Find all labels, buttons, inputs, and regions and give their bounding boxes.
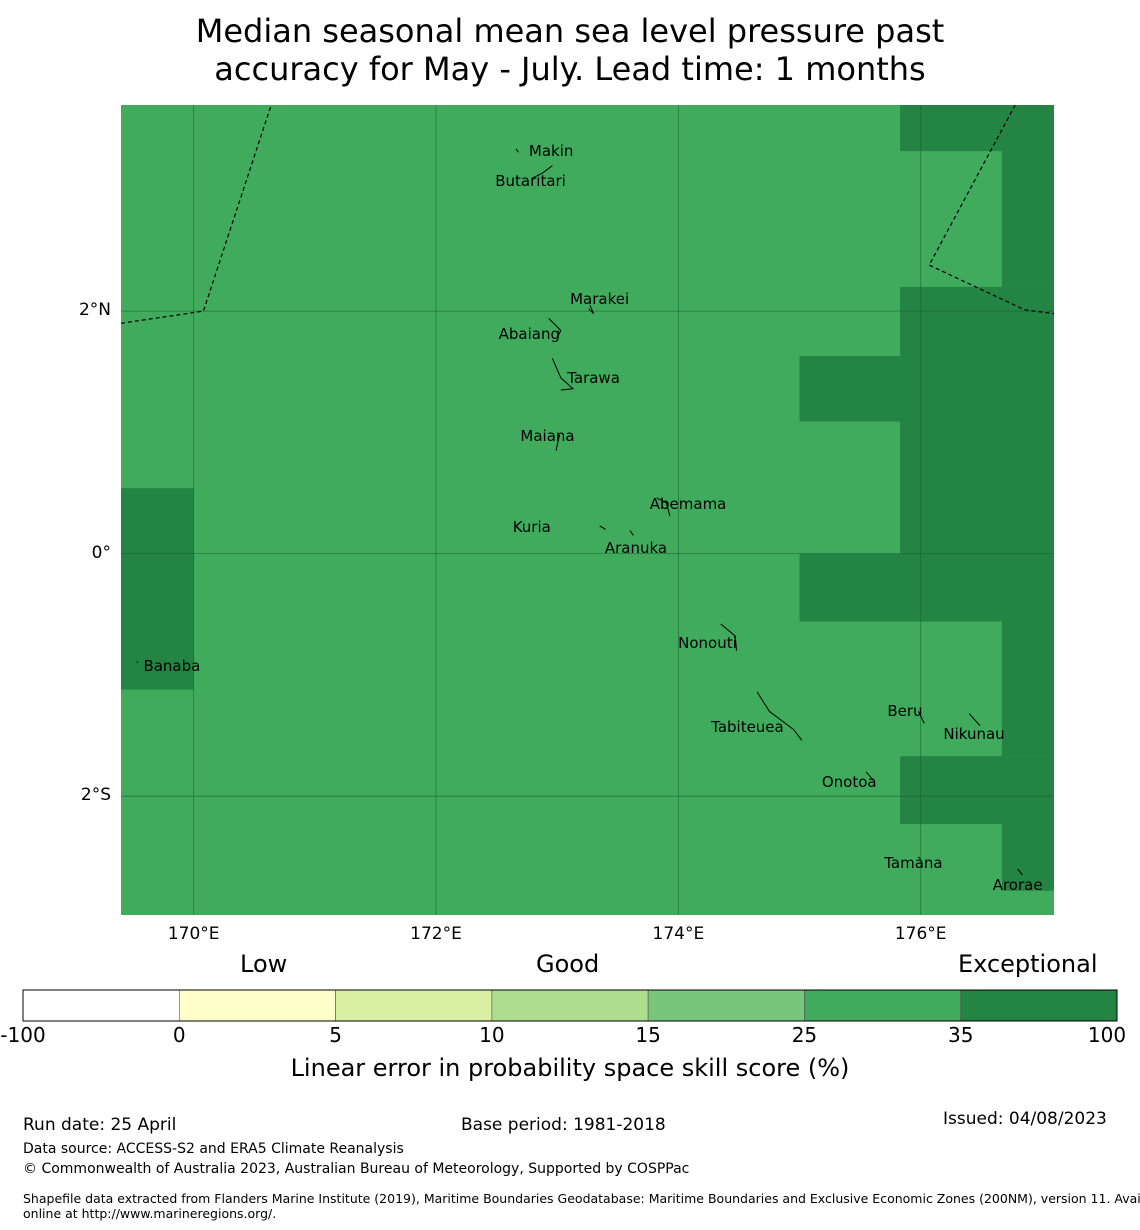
atoll-outline: [720, 623, 737, 651]
colorbar-tick-label: 15: [635, 1023, 661, 1047]
exceptional-skill-cell: [1001, 621, 1054, 757]
colorbar-title: Linear error in probability space skill …: [290, 1054, 850, 1082]
lat-tick-label: 2°S: [80, 785, 111, 806]
island-label-butaritari: Butaritari: [495, 172, 566, 191]
exceptional-skill-cell: [900, 421, 1054, 554]
colorbar-frame: [22, 989, 1118, 1022]
shapefile-credit-line-1: Shapefile data extracted from Flanders M…: [23, 1191, 1140, 1206]
eez-boundary: [120, 104, 272, 324]
chart-title-line-2: accuracy for May - July. Lead time: 1 mo…: [214, 50, 926, 88]
island-label-aranuka: Aranuka: [604, 538, 668, 557]
data-source: Data source: ACCESS-S2 and ERA5 Climate …: [23, 1141, 404, 1157]
colorbar-tick-label: 0: [172, 1023, 186, 1047]
colorbar-bin: [804, 989, 962, 1022]
exceptional-skill-cell: [799, 356, 1054, 422]
lon-tick-label: 176°E: [894, 924, 947, 944]
island-label-arorae: Arorae: [992, 875, 1043, 894]
colorbar-bin: [178, 989, 336, 1022]
atoll-outline: [588, 304, 595, 314]
colorbar-bin: [960, 989, 1118, 1022]
island-label-makin: Makin: [528, 142, 574, 161]
colorbar-tick-label: 35: [947, 1023, 974, 1047]
atoll-outline: [515, 148, 519, 153]
exceptional-skill-cell: [121, 488, 194, 690]
island-label-tamana: Tamana: [884, 853, 943, 872]
atoll-outline: [756, 691, 803, 741]
island-label-nonouti: Nonouti: [678, 634, 737, 653]
atoll-outline: [1017, 868, 1023, 876]
exceptional-skill-cell: [900, 286, 1054, 357]
category-exceptional-label: Exceptional: [958, 950, 1098, 978]
issued-date: Issued: 04/08/2023: [943, 1109, 1107, 1129]
colorbar-tick-label: 25: [791, 1023, 818, 1047]
lat-tick-label: 0°: [91, 542, 111, 563]
island-label-abemama: Abemama: [649, 494, 727, 513]
island-label-maiana: Maiana: [520, 427, 575, 446]
atoll-outline: [551, 358, 575, 391]
lon-tick-label: 170°E: [167, 924, 220, 944]
atoll-outline: [917, 856, 922, 860]
chart-title-line-1: Median seasonal mean sea level pressure …: [195, 12, 945, 50]
colorbar-tick-label: -100: [0, 1023, 46, 1047]
category-low-label: Low: [240, 950, 288, 978]
island-label-tarawa: Tarawa: [567, 368, 620, 387]
exceptional-skill-cell: [900, 105, 1054, 152]
colorbar-tick-label: 100: [1087, 1023, 1127, 1047]
colorbar-bin: [335, 989, 493, 1022]
base-period: Base period: 1981-2018: [461, 1115, 666, 1135]
eez-boundary: [928, 104, 1055, 315]
lon-tick-label: 172°E: [410, 924, 462, 944]
island-label-kuria: Kuria: [512, 517, 551, 536]
atoll-outline: [865, 771, 874, 781]
run-date: Run date: 25 April: [23, 1115, 177, 1135]
atoll-outline: [532, 165, 553, 179]
atoll-outline: [656, 497, 671, 517]
island-label-tabiteuea: Tabiteuea: [711, 718, 784, 737]
island-label-banaba: Banaba: [143, 657, 201, 676]
atoll-outline: [555, 434, 561, 451]
island-label-nikunau: Nikunau: [943, 725, 1005, 744]
colorbar-bin: [22, 989, 180, 1022]
skill-field-background: [121, 105, 1054, 915]
exceptional-skill-cell: [1001, 151, 1054, 287]
colorbar-tick-label: 5: [329, 1023, 342, 1047]
atoll-outline: [136, 661, 139, 664]
exceptional-skill-cell: [1001, 824, 1054, 891]
exceptional-skill-cell: [900, 756, 1054, 825]
island-label-beru: Beru: [887, 702, 923, 721]
colorbar-tick-label: 10: [479, 1023, 505, 1047]
atoll-outline: [629, 530, 634, 536]
exceptional-skill-cell: [799, 553, 1054, 622]
colorbar-bin: [491, 989, 649, 1022]
atoll-outline: [917, 711, 925, 724]
atoll-outline: [968, 713, 981, 727]
lat-tick-label: 2°N: [78, 300, 111, 321]
colorbar-bin: [647, 989, 805, 1022]
atoll-outline: [548, 318, 562, 339]
island-label-marakei: Marakei: [570, 290, 630, 308]
island-label-abaiang: Abaiang: [498, 325, 561, 344]
atoll-outline: [599, 525, 606, 530]
shapefile-credit-line-2: online at http://www.marineregions.org/.: [23, 1206, 277, 1221]
lon-tick-label: 174°E: [652, 924, 705, 944]
copyright: © Commonwealth of Australia 2023, Austra…: [23, 1161, 690, 1177]
category-good-label: Good: [536, 950, 600, 978]
island-label-onotoa: Onotoa: [821, 772, 877, 791]
